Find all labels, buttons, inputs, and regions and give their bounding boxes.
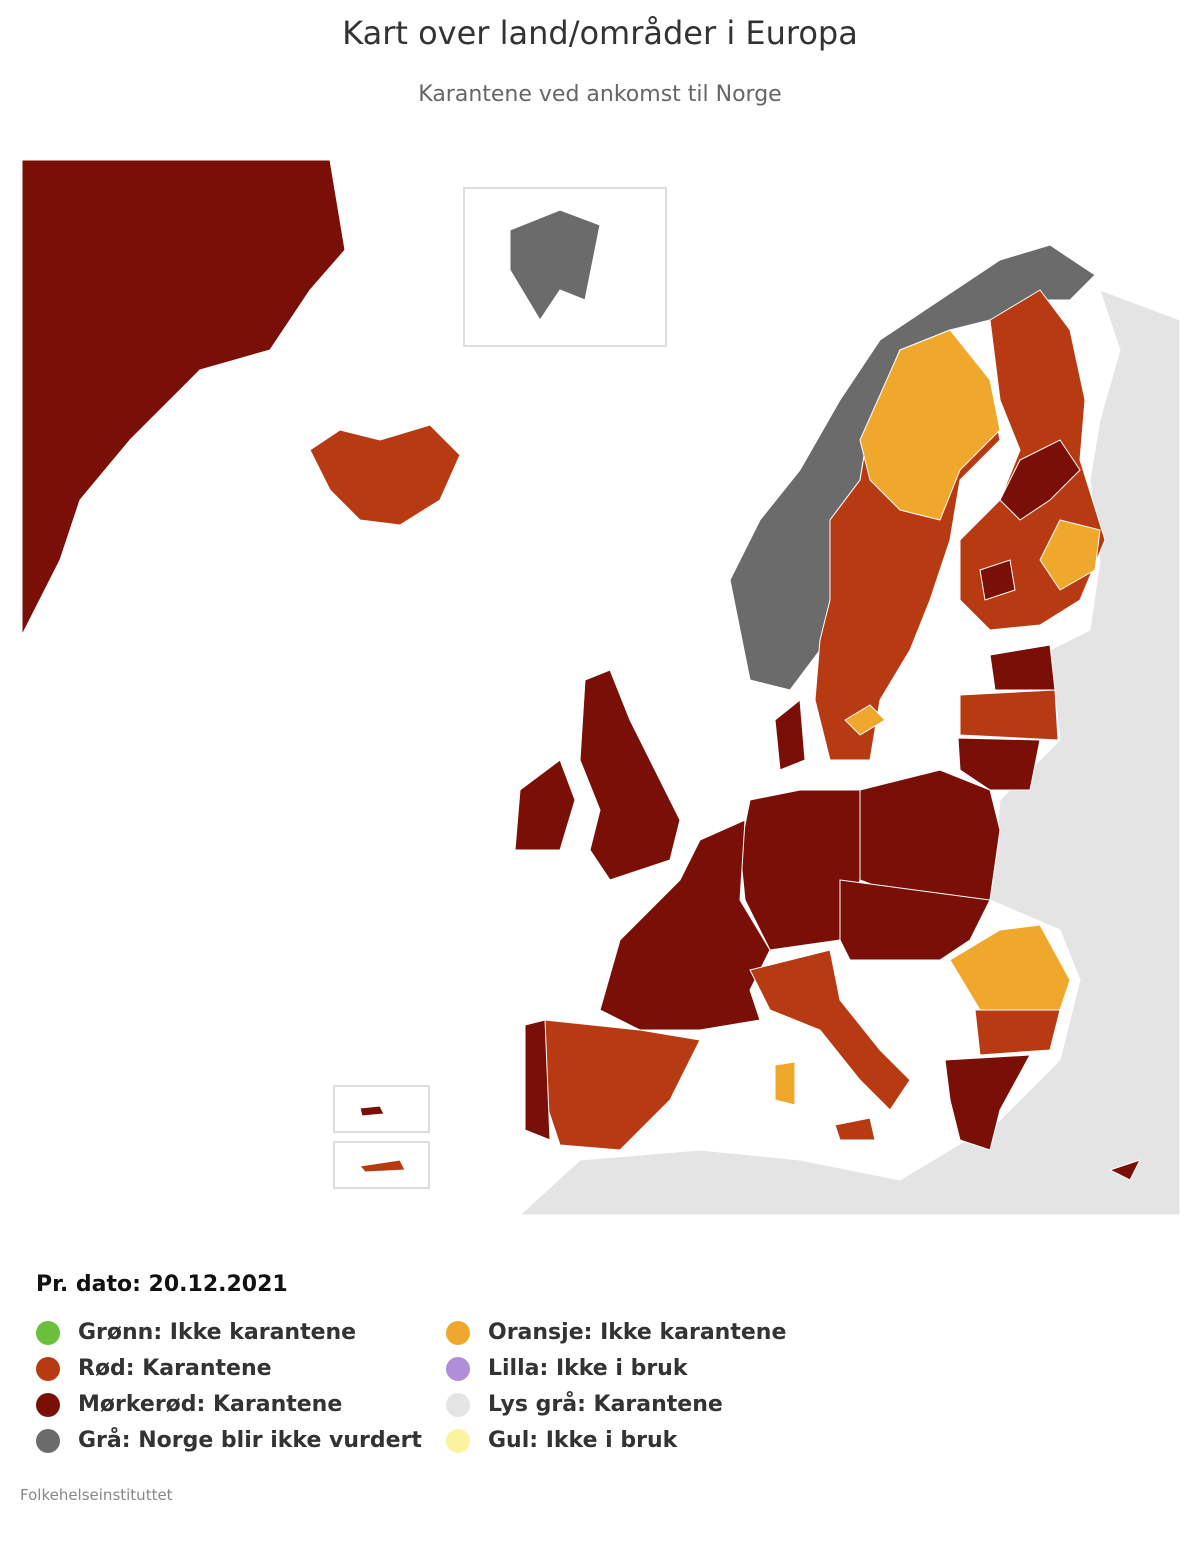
legend-swatch [446,1393,470,1417]
legend-label: Oransje: Ikke karantene [488,1320,787,1345]
source: Folkehelseinstituttet [20,1486,173,1504]
legend-swatch [36,1429,60,1453]
region [359,1105,385,1117]
legend-label: Mørkerød: Karantene [78,1392,343,1417]
region [844,704,886,736]
region [544,1019,701,1151]
region [774,699,806,771]
region [774,1061,796,1106]
region [309,424,461,526]
region [749,949,911,1111]
region [1039,519,1101,591]
region [514,759,576,851]
region [839,879,991,961]
legend-item: Lilla: Ikke i bruk [446,1354,687,1384]
region [524,1019,551,1141]
region [579,669,681,881]
region [509,209,601,321]
legend-swatch [36,1357,60,1381]
map [21,159,1181,1216]
region [999,439,1081,521]
legend-item: Grå: Norge blir ikke vurdert [36,1426,422,1456]
region [959,689,1059,741]
legend-swatch [36,1321,60,1345]
legend-item: Grønn: Ikke karantene [36,1318,356,1348]
region [359,1159,406,1173]
legend-swatch [446,1429,470,1453]
region [859,329,1001,521]
subtitle: Karantene ved ankomst til Norge [418,82,782,107]
legend-item: Gul: Ikke i bruk [446,1426,677,1456]
title: Kart over land/områder i Europa [342,14,858,52]
legend-swatch [446,1357,470,1381]
region [1108,1159,1141,1181]
legend-label: Lilla: Ikke i bruk [488,1356,688,1381]
legend-date: Pr. dato: 20.12.2021 [36,1272,288,1297]
region [979,559,1016,601]
legend-label: Lys grå: Karantene [488,1392,723,1417]
legend-item: Lys grå: Karantene [446,1390,723,1420]
legend-swatch [446,1321,470,1345]
region [974,1009,1061,1056]
legend-item: Oransje: Ikke karantene [446,1318,786,1348]
legend-label: Rød: Karantene [78,1356,272,1381]
region [21,159,346,636]
region [834,1117,876,1141]
legend-swatch [36,1393,60,1417]
legend-label: Grå: Norge blir ikke vurdert [78,1428,422,1453]
region [989,644,1056,691]
legend-item: Mørkerød: Karantene [36,1390,342,1420]
legend-item: Rød: Karantene [36,1354,272,1384]
region [957,737,1041,791]
region [944,1054,1031,1151]
legend-label: Grønn: Ikke karantene [78,1320,357,1345]
region [599,819,771,1031]
legend-label: Gul: Ikke i bruk [488,1428,678,1453]
